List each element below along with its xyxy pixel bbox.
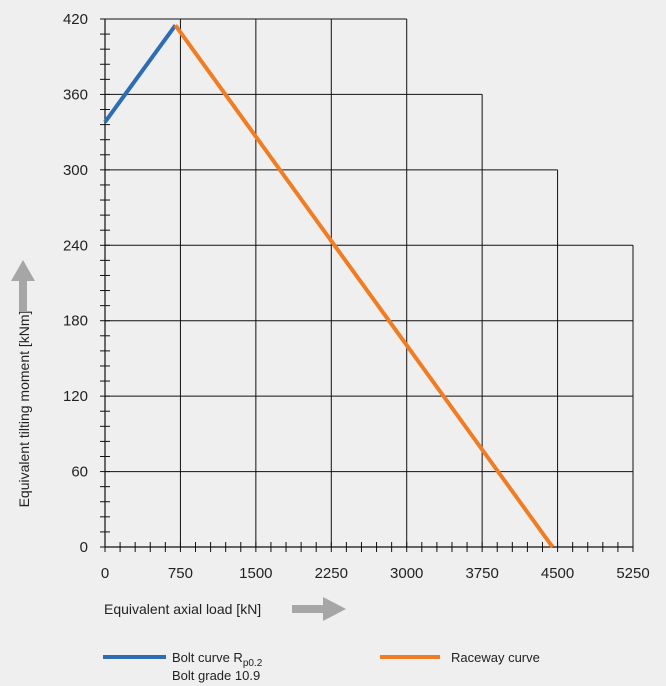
legend-item-raceway-curve: Raceway curve [380, 650, 540, 665]
axes [100, 18, 634, 552]
y-tick-label: 420 [63, 11, 88, 28]
y-tick-label: 180 [63, 313, 88, 330]
grid [105, 18, 634, 547]
x-tick-label: 750 [168, 565, 193, 582]
legend: Bolt curve Rp0.2 Bolt grade 10.9 Raceway… [103, 650, 540, 683]
x-tick-label: 5250 [616, 565, 649, 582]
series-line-0 [103, 24, 178, 124]
y-tick-label: 300 [63, 162, 88, 179]
y-axis-arrow-icon [11, 260, 35, 312]
legend-item-bolt-curve: Bolt curve Rp0.2 Bolt grade 10.9 [103, 650, 263, 683]
tick-labels: 0 750 1500 2250 3000 3750 4500 5250 0 60 120 180 240… [63, 11, 650, 582]
y-tick-label: 120 [63, 388, 88, 405]
y-tick-label: 60 [71, 464, 88, 481]
x-tick-label: 2250 [315, 565, 348, 582]
x-tick-label: 4500 [541, 565, 574, 582]
y-tick-label: 240 [63, 237, 88, 254]
y-axis-label: Equivalent tilting moment [kNm] [16, 311, 32, 508]
legend-label-raceway-curve: Raceway curve [451, 650, 540, 665]
legend-label-bolt-curve: Bolt curve Rp0.2 [172, 650, 263, 669]
y-tick-label: 360 [63, 86, 88, 103]
x-axis-arrow-icon [292, 597, 346, 621]
series [103, 24, 555, 549]
legend-label-bolt-grade: Bolt grade 10.9 [172, 668, 260, 683]
y-tick-label: 0 [80, 539, 88, 556]
x-tick-label: 0 [101, 565, 109, 582]
x-tick-label: 1500 [239, 565, 272, 582]
x-tick-label: 3000 [390, 565, 423, 582]
x-tick-label: 3750 [465, 565, 498, 582]
series-line-1 [173, 24, 555, 549]
x-axis-label: Equivalent axial load [kN] [104, 601, 261, 617]
